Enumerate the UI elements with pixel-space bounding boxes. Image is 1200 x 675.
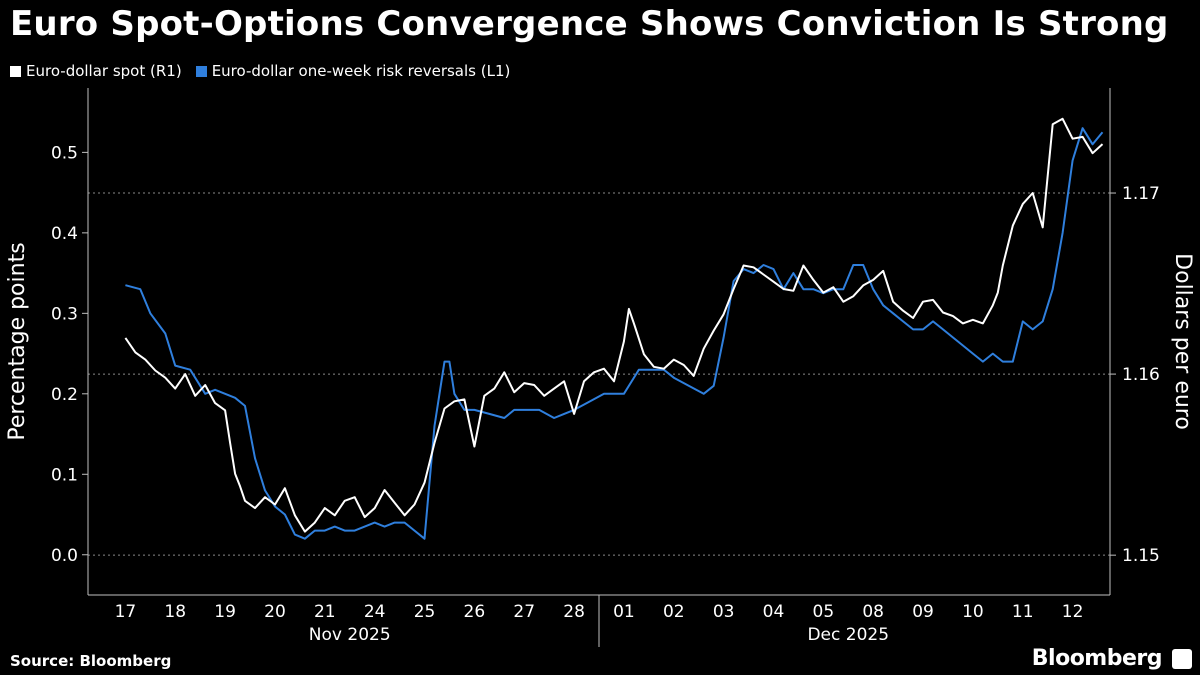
x-group-label-0: Nov 2025 — [309, 625, 391, 645]
x-tick-label-0: 17 — [115, 602, 137, 622]
x-tick-label-9: 28 — [563, 602, 585, 622]
right-tick-label-2: 1.17 — [1122, 184, 1160, 204]
legend-item-spot: Euro-dollar spot (R1) — [10, 62, 182, 80]
series-line-risk-reversals — [125, 127, 1104, 540]
legend-label-risk-reversals: Euro-dollar one-week risk reversals (L1) — [211, 62, 511, 80]
x-tick-label-1: 18 — [164, 602, 186, 622]
x-tick-label-4: 21 — [314, 602, 336, 622]
grid-layer — [88, 192, 1110, 556]
x-tick-label-11: 02 — [663, 602, 685, 622]
x-tick-label-10: 01 — [613, 602, 635, 622]
x-tick-label-8: 27 — [513, 602, 535, 622]
right-tick-label-0: 1.15 — [1122, 546, 1160, 566]
x-tick-label-18: 11 — [1012, 602, 1034, 622]
legend-label-spot: Euro-dollar spot (R1) — [26, 62, 182, 80]
chart-title: Euro Spot-Options Convergence Shows Conv… — [10, 4, 1169, 44]
source-note: Source: Bloomberg — [10, 652, 172, 670]
brand-logo: Bloomberg — [1031, 646, 1163, 671]
series-line-spot — [124, 117, 1104, 533]
x-tick-label-16: 09 — [912, 602, 934, 622]
legend: Euro-dollar spot (R1) Euro-dollar one-we… — [10, 62, 510, 80]
series-layer — [124, 117, 1104, 540]
bloomberg-chart-icon — [1172, 649, 1192, 669]
legend-item-risk-reversals: Euro-dollar one-week risk reversals (L1) — [195, 62, 511, 80]
left-tick-label-2: 0.2 — [51, 385, 78, 405]
left-tick-label-3: 0.3 — [51, 304, 78, 324]
right-axis-title: Dollars per euro — [1170, 253, 1195, 430]
x-tick-label-19: 12 — [1062, 602, 1084, 622]
x-tick-label-14: 05 — [813, 602, 835, 622]
x-tick-label-3: 20 — [264, 602, 286, 622]
legend-swatch-risk-reversals — [195, 65, 207, 77]
x-tick-label-13: 04 — [763, 602, 785, 622]
x-tick-label-7: 26 — [464, 602, 486, 622]
x-tick-label-12: 03 — [713, 602, 735, 622]
right-tick-label-1: 1.16 — [1122, 365, 1160, 385]
x-tick-label-2: 19 — [214, 602, 236, 622]
x-group-label-1: Dec 2025 — [807, 625, 889, 645]
labels-layer: 0.0 0.1 0.2 0.3 0.4 0.5 1.15 1.16 1.17 Percentage… — [5, 143, 1195, 645]
x-tick-label-17: 10 — [962, 602, 984, 622]
left-tick-label-4: 0.4 — [51, 224, 78, 244]
left-axis-title: Percentage points — [5, 242, 30, 440]
left-tick-label-1: 0.1 — [51, 465, 78, 485]
x-tick-label-15: 08 — [862, 602, 884, 622]
left-tick-label-0: 0.0 — [51, 546, 78, 566]
left-tick-label-5: 0.5 — [51, 143, 78, 163]
x-tick-label-5: 24 — [364, 602, 386, 622]
axes-layer — [82, 88, 1116, 647]
x-tick-label-6: 25 — [414, 602, 436, 622]
legend-swatch-spot — [10, 65, 21, 77]
